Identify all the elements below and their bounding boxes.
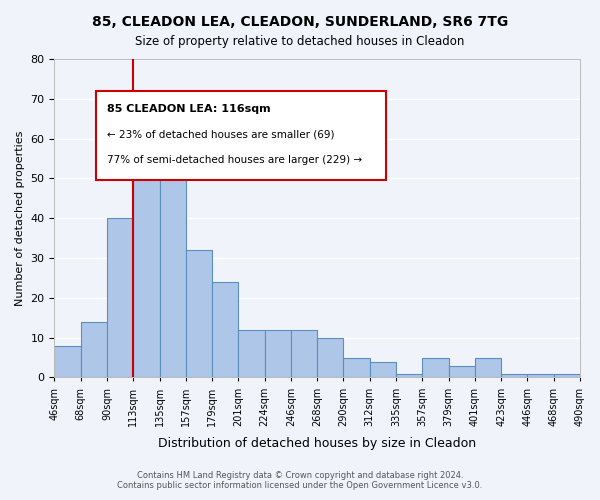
Bar (55, 346, 80, 378)
Bar (422, 358, 449, 378)
Bar (343, 358, 370, 378)
Bar (265, 330, 291, 378)
Bar (475, 358, 501, 378)
Bar (107, 218, 133, 378)
Bar (396, 374, 422, 378)
Bar (527, 374, 554, 378)
Bar (370, 362, 396, 378)
X-axis label: Distribution of detached houses by size in Cleadon: Distribution of detached houses by size … (158, 437, 476, 450)
Bar (291, 330, 317, 378)
Bar (80, 322, 107, 378)
Text: 85 CLEADON LEA: 116sqm: 85 CLEADON LEA: 116sqm (107, 104, 271, 114)
Bar (160, 178, 186, 378)
Y-axis label: Number of detached properties: Number of detached properties (15, 130, 25, 306)
Bar (501, 374, 527, 378)
Bar (317, 338, 343, 378)
Text: ← 23% of detached houses are smaller (69): ← 23% of detached houses are smaller (69… (107, 129, 334, 139)
Bar (133, 118, 160, 378)
Text: 85, CLEADON LEA, CLEADON, SUNDERLAND, SR6 7TG: 85, CLEADON LEA, CLEADON, SUNDERLAND, SR… (92, 15, 508, 29)
Bar (186, 250, 212, 378)
Text: Contains HM Land Registry data © Crown copyright and database right 2024.
Contai: Contains HM Land Registry data © Crown c… (118, 470, 482, 490)
Bar (212, 282, 238, 378)
FancyBboxPatch shape (97, 91, 386, 180)
Bar (238, 330, 265, 378)
Bar (449, 366, 475, 378)
Bar (554, 374, 580, 378)
Text: 77% of semi-detached houses are larger (229) →: 77% of semi-detached houses are larger (… (107, 154, 362, 164)
Text: Size of property relative to detached houses in Cleadon: Size of property relative to detached ho… (136, 35, 464, 48)
